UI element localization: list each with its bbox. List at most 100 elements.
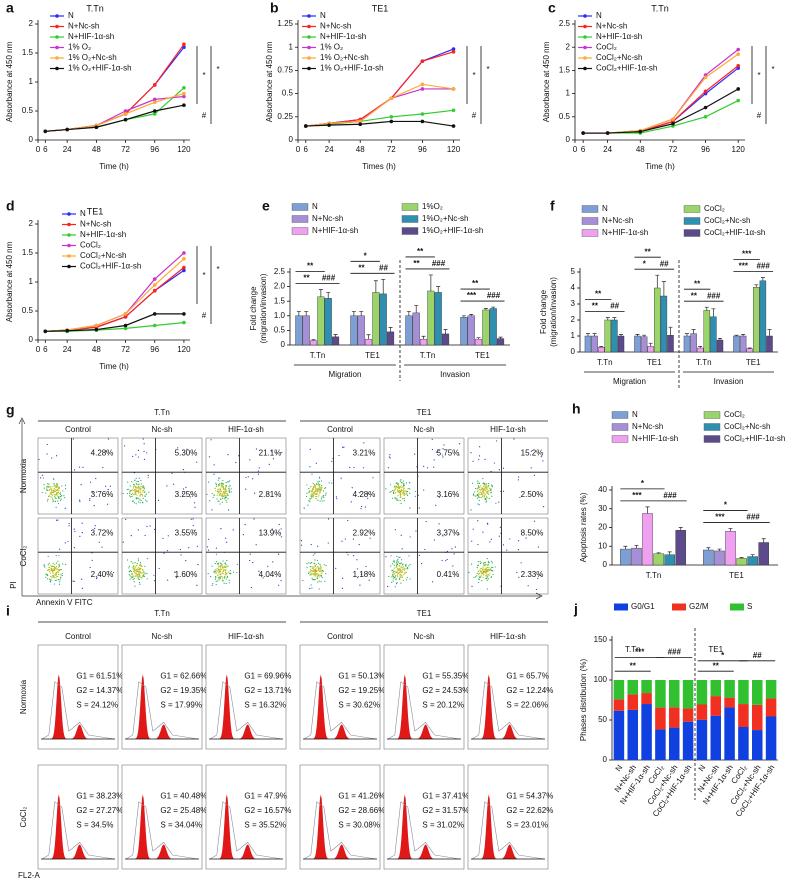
g1-peak xyxy=(312,794,329,859)
event-dot xyxy=(56,568,58,570)
event-dot xyxy=(323,564,325,566)
event-dot xyxy=(223,486,225,488)
event-dot xyxy=(404,572,406,574)
event-dot xyxy=(50,575,52,577)
event-dot xyxy=(89,499,91,501)
quadrant-percent: 1.18% xyxy=(353,570,376,579)
event-dot xyxy=(132,568,134,570)
legend-marker xyxy=(67,254,71,258)
event-dot xyxy=(89,481,92,483)
point xyxy=(182,86,186,90)
event-dot xyxy=(142,490,144,492)
event-dot xyxy=(482,493,484,495)
event-dot xyxy=(308,490,310,492)
bar xyxy=(753,287,760,353)
event-dot xyxy=(389,454,391,456)
event-dot xyxy=(217,568,219,570)
event-dot xyxy=(479,485,482,487)
event-dot xyxy=(478,504,480,506)
event-dot xyxy=(220,490,223,492)
event-dot xyxy=(48,489,50,491)
event-dot xyxy=(485,483,488,485)
x-tick-label: 72 xyxy=(121,145,130,154)
event-dot xyxy=(492,573,494,576)
event-dot xyxy=(360,573,362,575)
y-tick-label: 2.5 xyxy=(559,19,571,28)
legend-label: CoCl₂+Nc-sh xyxy=(596,53,642,62)
event-dot xyxy=(314,573,316,575)
event-dot xyxy=(218,500,220,502)
event-dot xyxy=(479,489,482,491)
point xyxy=(420,119,425,124)
event-dot xyxy=(320,480,323,482)
x-tick-label: T.Tn xyxy=(310,351,326,360)
event-dot xyxy=(226,493,228,495)
phase-percent: G2 = 19.35% xyxy=(160,686,207,695)
event-dot xyxy=(485,571,488,573)
event-dot xyxy=(306,567,308,569)
event-dot xyxy=(399,576,401,578)
error-bar xyxy=(585,333,590,336)
column-label: HIF-1α-sh xyxy=(490,425,526,434)
error-bar xyxy=(296,311,301,316)
event-dot xyxy=(393,485,396,487)
event-dot xyxy=(394,492,396,494)
event-dot xyxy=(139,563,141,565)
bar xyxy=(412,312,420,346)
error-bar xyxy=(373,280,378,293)
event-dot xyxy=(81,587,83,589)
event-dot xyxy=(218,491,220,493)
event-dot xyxy=(68,525,70,527)
event-dot xyxy=(220,482,222,484)
event-dot xyxy=(220,528,222,530)
event-dot xyxy=(89,566,91,569)
event-dot xyxy=(51,491,53,493)
event-dot xyxy=(542,506,545,508)
event-dot xyxy=(227,481,229,483)
event-dot xyxy=(214,569,216,571)
event-dot xyxy=(216,569,218,571)
bar xyxy=(642,513,653,566)
event-dot xyxy=(132,492,134,495)
bar xyxy=(302,315,310,346)
event-dot xyxy=(56,486,58,489)
event-dot xyxy=(217,570,219,572)
event-dot xyxy=(48,486,50,488)
bar xyxy=(739,335,747,353)
bar xyxy=(710,316,717,353)
event-dot xyxy=(397,561,400,563)
event-dot xyxy=(138,488,140,490)
plot-frame xyxy=(299,517,381,595)
event-dot xyxy=(94,525,96,527)
legend-marker xyxy=(583,35,587,39)
point xyxy=(420,87,425,91)
event-dot xyxy=(56,492,59,494)
bar-segment xyxy=(682,680,694,709)
event-dot xyxy=(318,576,320,578)
event-dot xyxy=(392,578,394,580)
point xyxy=(152,288,157,293)
quadrant-percent: 13.9% xyxy=(259,528,282,537)
event-dot xyxy=(55,519,58,521)
event-dot xyxy=(253,518,255,520)
event-dot xyxy=(474,495,476,497)
event-dot xyxy=(72,580,74,582)
event-dot xyxy=(517,549,520,551)
event-dot xyxy=(369,537,371,539)
event-dot xyxy=(481,487,484,490)
quadrant-percent: 2.50% xyxy=(521,490,544,499)
event-dot xyxy=(481,493,483,495)
event-dot xyxy=(47,564,49,566)
event-dot xyxy=(229,491,231,493)
event-dot xyxy=(138,477,140,479)
event-dot xyxy=(406,491,409,493)
event-dot xyxy=(144,572,146,574)
event-dot xyxy=(222,579,224,581)
annotation: ** xyxy=(358,263,365,272)
event-dot xyxy=(134,492,136,495)
error-bar xyxy=(734,334,739,336)
event-dot xyxy=(314,578,316,581)
event-dot xyxy=(228,486,230,488)
event-dot xyxy=(51,494,54,497)
event-dot xyxy=(392,572,394,574)
